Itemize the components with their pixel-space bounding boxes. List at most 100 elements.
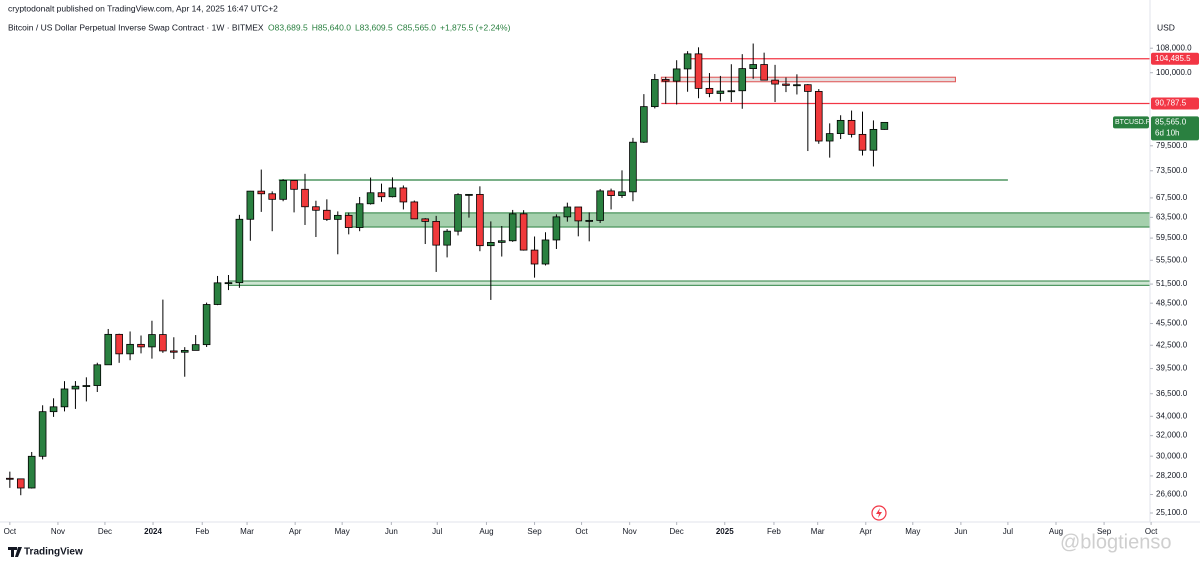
price-badge	[1151, 52, 1199, 65]
candle-body	[651, 79, 659, 108]
candle-body	[202, 304, 211, 346]
zone	[660, 76, 956, 83]
candle-body	[82, 385, 91, 387]
y-tick-label: 55,500.0	[1156, 255, 1188, 264]
y-tick-label: 48,500.0	[1156, 298, 1188, 307]
candle-body	[93, 364, 102, 386]
candle-body	[530, 249, 539, 265]
candle-body	[661, 79, 670, 82]
x-tick-label: Oct	[4, 527, 17, 536]
y-tick-label: 73,500.0	[1156, 166, 1188, 175]
candle-body	[487, 241, 495, 247]
y-tick-label: 100,000.0	[1156, 68, 1192, 77]
x-tick-label: Oct	[575, 527, 588, 536]
x-tick-label: Feb	[767, 527, 781, 536]
x-tick-label: Aug	[479, 527, 493, 536]
candle-body	[224, 282, 233, 285]
brand-logo	[8, 547, 22, 557]
x-tick-label: 2025	[716, 527, 734, 536]
candle-body	[476, 193, 484, 247]
symbol-label: BTCUSD.P	[1115, 119, 1151, 126]
candle-body	[804, 84, 812, 92]
x-tick-label: Apr	[860, 527, 873, 536]
candle-body	[301, 188, 309, 208]
candle-body	[465, 193, 473, 196]
ohlc-value: +1,875.5 (+2.24%)	[440, 22, 511, 32]
candle-body	[16, 478, 25, 489]
x-tick-label: Jul	[432, 527, 442, 536]
y-tick-label: 63,500.0	[1156, 212, 1188, 221]
candle-body	[672, 68, 681, 82]
candle-body	[771, 79, 779, 85]
ohlc-value: L83,609.5	[355, 22, 393, 32]
zone	[344, 212, 1151, 228]
candle-body	[137, 343, 145, 348]
candle-body	[115, 333, 123, 355]
candle-body	[213, 282, 222, 305]
ohlc-value: O83,689.5	[268, 22, 308, 32]
y-tick-label: 59,500.0	[1156, 233, 1188, 242]
y-tick-label: 45,500.0	[1156, 319, 1188, 328]
y-tick-label: 51,500.0	[1156, 279, 1188, 288]
x-tick-label: May	[905, 527, 920, 536]
axes: 108,000.0 100,000.0 79,500.0 73,500.0 67,500…	[4, 43, 1199, 536]
candle-body	[793, 84, 801, 87]
y-tick-label: 26,600.0	[1156, 490, 1188, 499]
price-badge-label: 90,787.5	[1155, 99, 1187, 108]
price-axis-panel	[1150, 0, 1200, 563]
x-tick-label: Nov	[623, 527, 637, 536]
candle-body	[716, 90, 725, 94]
candle-body	[432, 220, 440, 246]
candle-body	[847, 119, 856, 135]
x-tick-label: Apr	[289, 527, 302, 536]
x-tick-label: Jun	[954, 527, 967, 536]
x-tick-label: Dec	[98, 527, 112, 536]
price-badge	[1151, 97, 1199, 110]
candle-body	[148, 334, 156, 348]
y-tick-label: 79,500.0	[1156, 141, 1188, 150]
candle-body	[454, 194, 462, 232]
x-tick-label: 2024	[144, 527, 162, 536]
y-tick-label: 67,500.0	[1156, 193, 1188, 202]
candle-body	[344, 214, 353, 228]
candle-body	[552, 216, 561, 241]
x-tick-label: Sep	[1097, 527, 1112, 536]
candle-body	[541, 239, 550, 265]
ohlc-value: H85,640.0	[312, 22, 351, 32]
candle-body	[760, 64, 768, 81]
candle-body	[607, 190, 615, 196]
candle-body	[410, 201, 419, 220]
x-tick-label: Jul	[1003, 527, 1013, 536]
price-badge-label: 104,485.5	[1155, 54, 1191, 63]
symbol-line: Bitcoin / US Dollar Perpetual Inverse Sw…	[8, 22, 264, 32]
symbol-badge	[1113, 116, 1149, 129]
candle-body	[519, 213, 528, 251]
candle-body	[71, 385, 80, 390]
candle-body	[880, 121, 889, 130]
candle-body	[683, 53, 692, 70]
candle-body	[170, 350, 178, 353]
x-tick-label: Mar	[811, 527, 825, 536]
candle-body	[268, 193, 276, 200]
x-tick-label: Aug	[1049, 527, 1063, 536]
last-price-badge	[1151, 116, 1199, 141]
last-price-label: 85,565.0	[1155, 117, 1187, 126]
candle-body	[825, 133, 834, 142]
brand: TradingView	[24, 547, 83, 558]
candle-body	[388, 187, 397, 198]
candle-body	[60, 388, 69, 408]
x-tick-label: Feb	[195, 527, 209, 536]
candle-body	[257, 190, 266, 195]
y-tick-label: 25,100.0	[1156, 508, 1188, 517]
candle-body	[782, 83, 790, 86]
x-tick-label: Oct	[1145, 527, 1158, 536]
y-tick-label: 39,500.0	[1156, 364, 1188, 373]
candle-body	[705, 87, 714, 94]
candle-body	[377, 192, 386, 198]
candle-body	[869, 128, 878, 151]
candle-body	[596, 190, 604, 221]
candle-body	[694, 53, 703, 89]
candle-body	[443, 230, 451, 246]
x-tick-label: Dec	[670, 527, 684, 536]
